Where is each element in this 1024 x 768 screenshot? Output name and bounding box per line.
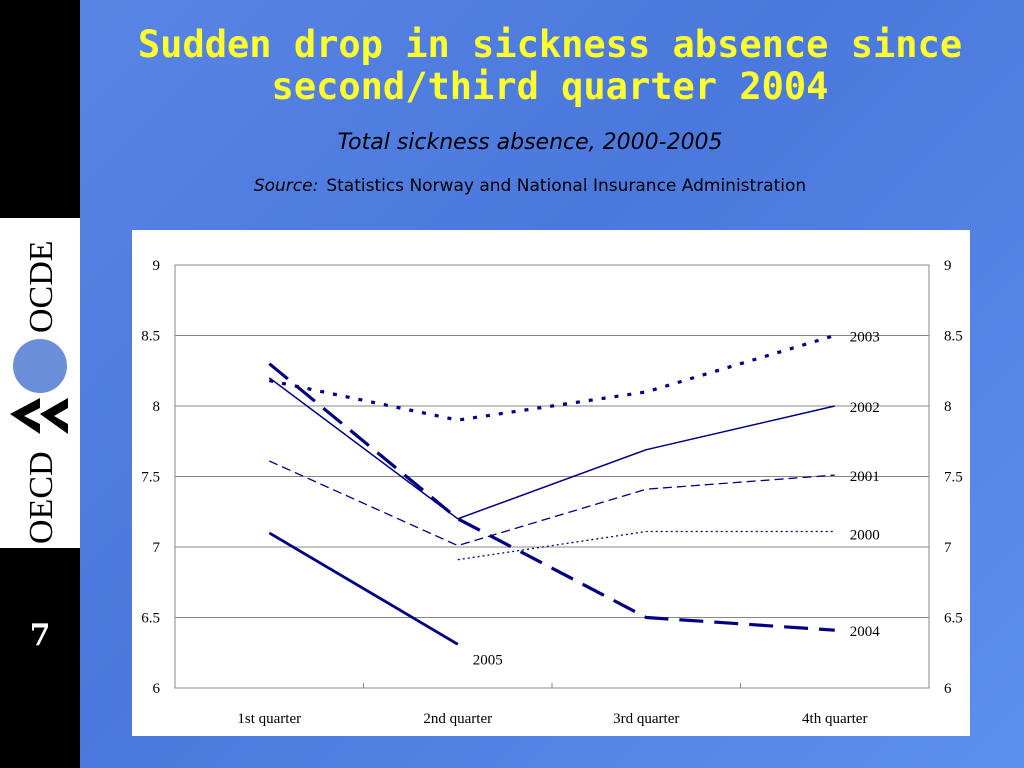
y-tick-label-right: 6.5 (944, 611, 963, 627)
y-tick-label-right: 6 (944, 681, 952, 697)
series-line-2002 (268, 377, 835, 520)
x-tick-label: 4th quarter (802, 711, 867, 727)
y-tick-label-left: 6 (153, 681, 161, 697)
series-label-2005: 2005 (473, 652, 503, 668)
y-tick-label-right: 9 (944, 258, 952, 274)
chart-source: Source: Statistics Norway and National In… (90, 176, 970, 196)
series-label-2000: 2000 (850, 527, 880, 543)
left-sidebar: OCDE OECD 7 (0, 0, 80, 768)
oecd-logo-graphic: OCDE OECD (10, 240, 68, 544)
slide-title-line-1: Sudden drop in sickness absence since (137, 23, 963, 66)
series-label-2001: 2001 (850, 469, 880, 485)
series-label-2002: 2002 (850, 400, 880, 416)
logo-circle (13, 339, 67, 393)
logo-chevron-mark (10, 398, 68, 434)
y-tick-label-left: 8.5 (141, 329, 160, 345)
y-tick-label-left: 9 (153, 258, 161, 274)
y-tick-label-right: 8.5 (944, 329, 963, 345)
x-tick-label: 3rd quarter (613, 711, 679, 727)
series-line-2005 (268, 531, 459, 646)
source-text: Statistics Norway and National Insurance… (326, 176, 807, 196)
slide-number: 7 (29, 618, 51, 653)
y-tick-label-right: 7 (944, 540, 952, 556)
oecd-logo: OCDE OECD (0, 218, 80, 548)
series-line-2003 (268, 333, 836, 422)
y-tick-label-left: 7 (153, 540, 161, 556)
grid-layer (174, 264, 930, 689)
x-tick-label: 1st quarter (237, 711, 301, 727)
slide-title: Sudden drop in sickness absence since se… (90, 24, 1010, 108)
y-tick-label-left: 7.5 (141, 470, 160, 486)
series-line-2001 (269, 460, 835, 547)
y-tick-label-left: 6.5 (141, 611, 160, 627)
y-tick-label-right: 7.5 (944, 470, 963, 486)
slide-title-line-2: second/third quarter 2004 (271, 65, 829, 108)
logo-text-top: OCDE (23, 240, 60, 333)
x-tick-label: 2nd quarter (423, 711, 492, 727)
series-label-2003: 2003 (850, 330, 880, 346)
series-layer (268, 333, 836, 646)
series-line-2000 (457, 530, 835, 561)
y-tick-label-right: 8 (944, 399, 952, 415)
chart-panel: 6 6 6.5 6.5 7 7 7.5 7.5 8 8 8.5 8.5 9 9 1st quarter 2nd… (132, 230, 970, 736)
logo-text-bottom: OECD (23, 451, 60, 544)
y-tick-label-left: 8 (153, 399, 161, 415)
axis-layer: 6 6 6.5 6.5 7 7 7.5 7.5 8 8 8.5 8.5 9 9 1st quarter 2nd… (141, 258, 963, 727)
series-label-2004: 2004 (850, 624, 881, 640)
label-layer: 2000 2001 2002 2003 2004 2005 (473, 330, 881, 669)
line-chart: 6 6 6.5 6.5 7 7 7.5 7.5 8 8 8.5 8.5 9 9 1st quarter 2nd… (141, 258, 963, 727)
chart-subtitle: Total sickness absence, 2000-2005 (337, 130, 723, 155)
series-line-2004 (268, 362, 835, 632)
source-label: Source: (253, 176, 319, 196)
